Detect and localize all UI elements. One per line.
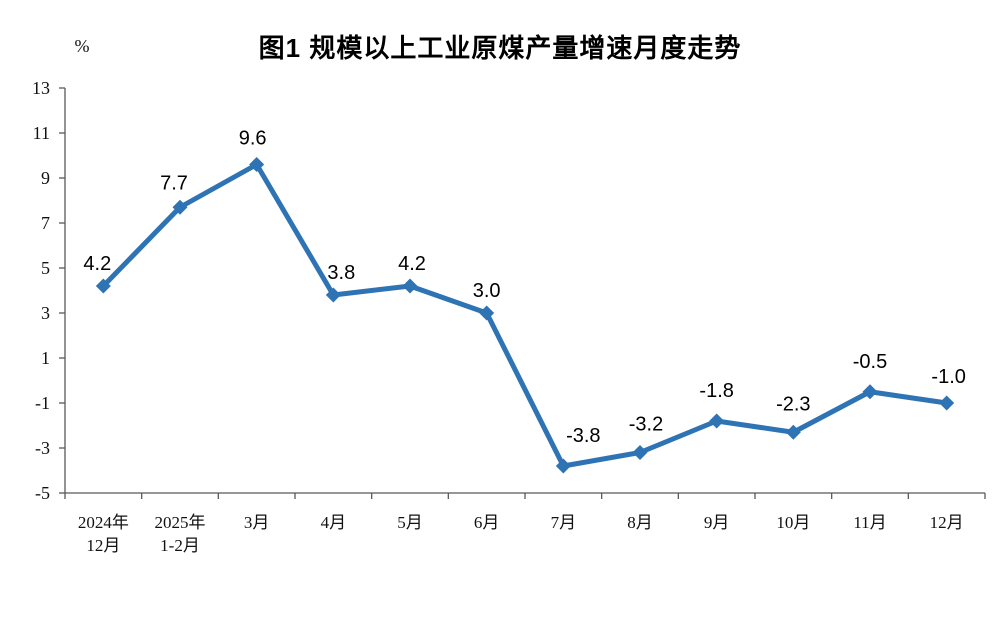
- data-point-marker: [249, 157, 265, 172]
- y-tick-label: 7: [41, 213, 50, 233]
- x-tick-label: 10月: [776, 513, 810, 532]
- data-line: [100, 162, 950, 469]
- x-tick-label: 3月: [244, 513, 270, 532]
- data-label: -2.3: [776, 393, 810, 415]
- y-tick-label: 5: [41, 258, 50, 278]
- chart-title: 图1 规模以上工业原煤产量增速月度走势: [258, 33, 742, 63]
- data-label: 3.8: [327, 262, 355, 284]
- data-point-marker: [939, 395, 955, 411]
- x-tick-label: 7月: [551, 513, 577, 532]
- y-tick-label: -3: [35, 438, 50, 458]
- data-label: -3.2: [629, 414, 663, 436]
- y-tick-label: -5: [35, 483, 50, 503]
- y-tick-label: 3: [41, 303, 50, 323]
- data-label: 9.6: [239, 128, 267, 150]
- x-tick-label: 4月: [321, 513, 347, 532]
- x-axis: 2024年 12月 2025年 1-2月 3月 4月 5月 6月 7月 8月 9月 10月 11月 12月: [64, 492, 986, 555]
- y-tick-label: -1: [35, 393, 50, 413]
- data-label: 4.2: [398, 253, 426, 275]
- data-point-marker: [862, 384, 878, 400]
- data-point-marker: [95, 278, 111, 294]
- y-tick-label: 11: [33, 123, 50, 143]
- x-tick-label: 8月: [627, 513, 653, 532]
- data-label: 3.0: [473, 280, 501, 302]
- x-tick-label: 12月: [930, 513, 964, 532]
- x-tick-label: 9月: [704, 513, 730, 532]
- y-axis: 13 11 9 7 5 3 1 -1 -3 -5: [32, 78, 66, 503]
- x-tick-label: 11月: [853, 513, 886, 532]
- data-point-marker: [785, 424, 801, 440]
- data-point-marker: [479, 305, 495, 321]
- data-point-marker: [632, 445, 648, 460]
- data-label: -1.0: [931, 366, 965, 388]
- x-tick-label: 6月: [474, 513, 500, 532]
- x-tick-label: 2024年 12月: [78, 513, 129, 555]
- data-label: 7.7: [160, 172, 188, 194]
- data-point-marker: [172, 199, 188, 215]
- data-label: 4.2: [83, 253, 111, 275]
- y-tick-label: 1: [41, 348, 50, 368]
- data-label: -1.8: [699, 380, 733, 402]
- data-label: -0.5: [853, 351, 887, 373]
- y-tick-label: 9: [41, 168, 50, 188]
- data-point-marker: [555, 458, 571, 474]
- data-points: 4.2 7.7 9.6 3.8 4.2 3.0 -3.8 -3.2 -1.8 -2.3 -0.5 -1…: [83, 128, 966, 474]
- data-point-marker: [325, 287, 341, 303]
- y-tick-label: 13: [32, 78, 50, 98]
- x-tick-label: 5月: [397, 513, 423, 532]
- x-tick-label: 2025年 1-2月: [155, 513, 206, 555]
- y-axis-unit-label: %: [75, 36, 90, 56]
- data-point-marker: [709, 413, 725, 429]
- data-point-marker: [402, 278, 418, 294]
- data-label: -3.8: [566, 425, 600, 447]
